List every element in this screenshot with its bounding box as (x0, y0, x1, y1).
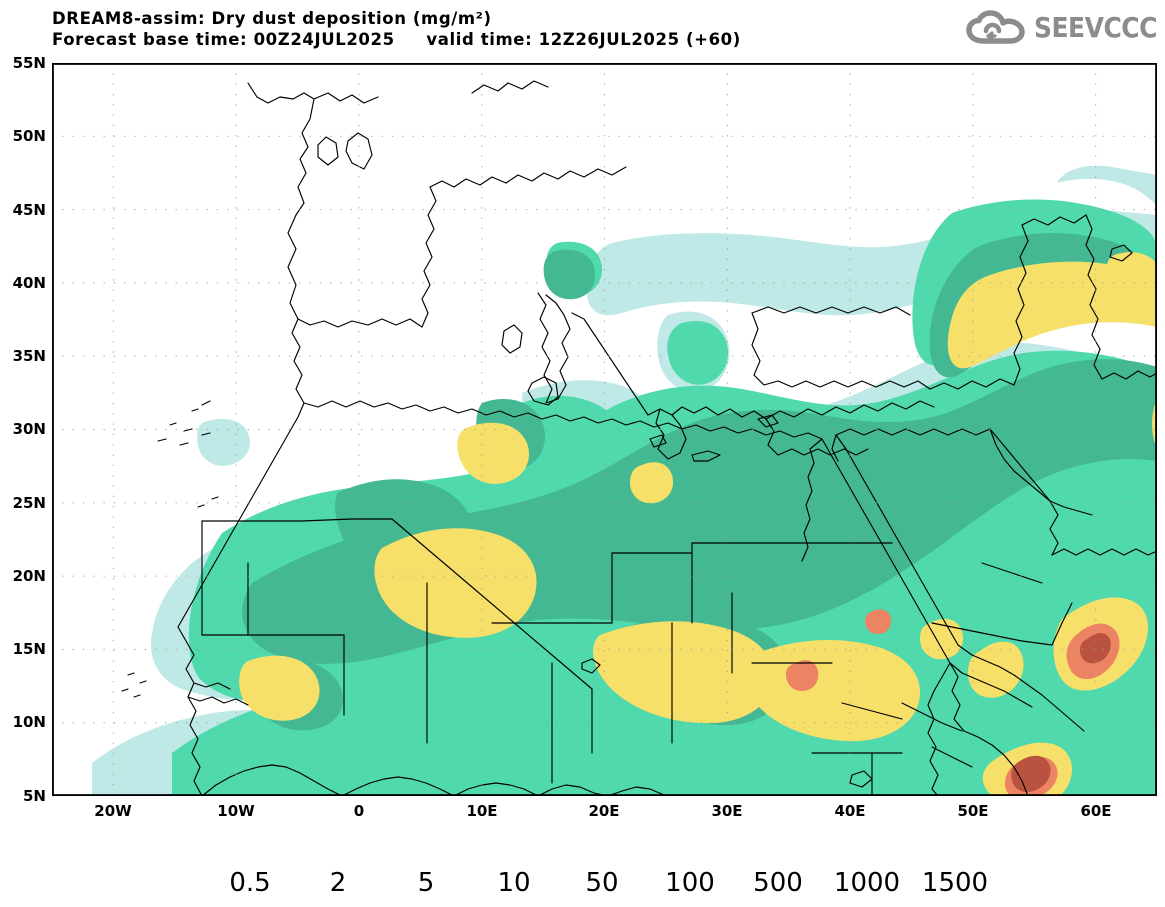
y-tick-20N: 20N (12, 567, 46, 585)
colorbar-tick-2: 2 (329, 868, 347, 898)
colorbar-tick-500: 500 (753, 868, 803, 898)
x-tick-10E: 10E (466, 802, 498, 820)
x-tick-10W: 10W (217, 802, 255, 820)
dust-band-100-500 (1011, 633, 1111, 792)
colorbar-tick-labels: 0.5 2 5 10 50 100 500 1000 1500 (0, 868, 1165, 904)
y-tick-45N: 45N (12, 201, 46, 219)
y-tick-40N: 40N (12, 274, 46, 292)
colorbar-tick-5: 5 (417, 868, 435, 898)
page-title: DREAM8-assim: Dry dust deposition (mg/m²… (52, 9, 492, 28)
forecast-time-line: Forecast base time: 00Z24JUL2025 valid t… (52, 30, 741, 49)
y-tick-15N: 15N (12, 640, 46, 658)
x-tick-30E: 30E (711, 802, 743, 820)
colorbar-tick-10: 10 (497, 868, 531, 898)
colorbar-tick-50: 50 (585, 868, 619, 898)
y-tick-50N: 50N (12, 127, 46, 145)
y-tick-10N: 10N (12, 713, 46, 731)
x-tick-20W: 20W (94, 802, 132, 820)
x-tick-0: 0 (353, 802, 365, 820)
map-header: DREAM8-assim: Dry dust deposition (mg/m²… (52, 8, 872, 50)
y-tick-25N: 25N (12, 494, 46, 512)
colorbar-tick-100: 100 (665, 868, 715, 898)
x-tick-40E: 40E (834, 802, 866, 820)
x-tick-50E: 50E (957, 802, 989, 820)
y-tick-5N: 5N (23, 787, 46, 805)
y-tick-30N: 30N (12, 420, 46, 438)
y-tick-35N: 35N (12, 347, 46, 365)
x-tick-20E: 20E (588, 802, 620, 820)
map-geography (121, 80, 1157, 796)
map-plot-area[interactable] (52, 63, 1157, 796)
cloud-icon (966, 10, 1025, 44)
plot-frame (52, 63, 1157, 796)
x-tick-60E: 60E (1080, 802, 1112, 820)
map-canvas (52, 63, 1157, 796)
colorbar-tick-0p5: 0.5 (229, 868, 271, 898)
colorbar-tick-1000: 1000 (833, 868, 901, 898)
dust-deposition-map[interactable] (52, 63, 1157, 796)
logo-text: SEEVCCC (1033, 10, 1158, 44)
y-tick-55N: 55N (12, 54, 46, 72)
colorbar-tick-1500: 1500 (921, 868, 989, 898)
seevccc-logo: SEEVCCC (966, 10, 1158, 44)
dust-band-10-50 (239, 252, 1157, 796)
